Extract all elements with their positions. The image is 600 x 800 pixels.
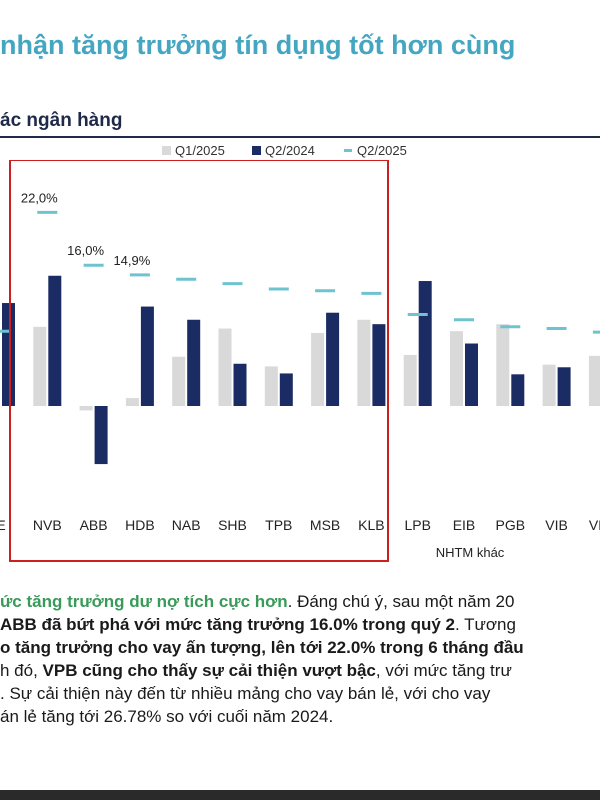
bar-q1-2025-vbb bbox=[588, 355, 600, 406]
tick-label-shb: SHB bbox=[218, 517, 247, 533]
bar-q2-2024-hdb bbox=[140, 306, 154, 406]
highlight-box bbox=[9, 160, 389, 562]
tick-label-abb: ABB bbox=[80, 517, 108, 533]
bar-q2-2024-lpb bbox=[418, 281, 432, 406]
tick-label-lpb: LPB bbox=[404, 517, 430, 533]
bar-q1-2025-nab bbox=[172, 356, 186, 406]
tick-label-eib: EIB bbox=[453, 517, 476, 533]
bar-q1-2025-vib bbox=[542, 364, 556, 406]
bar-q1-2025-shb bbox=[218, 328, 232, 406]
paragraph-line-2: ABB đã bứt phá với mức tăng trưởng 16.0%… bbox=[0, 613, 600, 636]
section-title: ác ngân hàng bbox=[0, 110, 123, 131]
tick-label-msb: MSB bbox=[310, 517, 340, 533]
data-label-nvb: 22,0% bbox=[21, 190, 58, 205]
tick-label-pgb: PGB bbox=[496, 517, 526, 533]
paragraph-line-1: ức tăng trưởng dư nợ tích cực hơn. Đáng … bbox=[0, 590, 600, 613]
bar-q2-2024-nab bbox=[187, 319, 201, 406]
bar-q2-2024-nvb bbox=[48, 275, 62, 406]
bar-q1-2025-nvb bbox=[33, 326, 47, 406]
legend-item-q1-2025: Q1/2025 bbox=[162, 143, 225, 158]
bar-q1-2025-klb bbox=[357, 319, 371, 406]
paragraph-text: . Tương bbox=[454, 615, 516, 634]
bar-q1-2025-abb bbox=[79, 406, 93, 411]
tick-label-be: E bbox=[0, 517, 6, 533]
legend-swatch-q2-2024 bbox=[252, 146, 261, 155]
bar-q2-2024-tpb bbox=[279, 373, 293, 406]
paragraph-bold: VPB cũng cho thấy sự cải thiện vượt bậc bbox=[42, 661, 376, 680]
paragraph-text: , với mức tăng trư bbox=[375, 661, 512, 680]
bar-q2-2024-shb bbox=[233, 363, 247, 406]
paragraph-bold: o tăng trưởng cho vay ấn tượng, lên tới … bbox=[0, 638, 524, 657]
bar-q2-2024-msb bbox=[326, 312, 340, 406]
bar-q1-2025-pgb bbox=[496, 324, 510, 406]
legend-label-q2-2024: Q2/2024 bbox=[265, 143, 315, 158]
tick-label-nvb: NVB bbox=[33, 517, 62, 533]
data-label-hdb: 14,9% bbox=[113, 253, 150, 268]
legend-label-q1-2025: Q1/2025 bbox=[175, 143, 225, 158]
bar-q2-2024-vib bbox=[557, 367, 571, 406]
bar-q2-2024-klb bbox=[372, 324, 386, 406]
bar-q1-2025-msb bbox=[311, 332, 325, 406]
body-paragraph: ức tăng trưởng dư nợ tích cực hơn. Đáng … bbox=[0, 590, 600, 728]
group-label-nhtm-khac: NHTM khác bbox=[436, 545, 505, 560]
tick-label-klb: KLB bbox=[358, 517, 384, 533]
headline: nhận tăng trưởng tín dụng tốt hơn cùng bbox=[0, 30, 516, 60]
paragraph-line-5: . Sự cải thiện này đến từ nhiều mảng cho… bbox=[0, 684, 491, 703]
bar-q2-2024-be bbox=[2, 303, 15, 406]
legend-swatch-q2-2025 bbox=[344, 149, 352, 152]
section-rule bbox=[0, 136, 600, 138]
bar-q1-2025-hdb bbox=[125, 398, 139, 406]
paragraph-bold: ABB đã bứt phá với mức tăng trưởng 16.0%… bbox=[0, 615, 455, 634]
data-label-abb: 16,0% bbox=[67, 243, 104, 258]
bar-q1-2025-eib bbox=[450, 331, 463, 406]
bar-q2-2024-eib bbox=[465, 343, 478, 406]
bar-q1-2025-tpb bbox=[264, 366, 278, 406]
legend-swatch-q1-2025 bbox=[162, 146, 171, 155]
tick-label-nab: NAB bbox=[172, 517, 201, 533]
paragraph-text: h đó, bbox=[0, 661, 43, 680]
paragraph-text: . Đáng chú ý, sau một năm 20 bbox=[287, 592, 515, 611]
bar-q1-2025-lpb bbox=[403, 354, 417, 406]
tick-label-vbb: VBE bbox=[589, 517, 600, 533]
paragraph-line-3: o tăng trưởng cho vay ấn tượng, lên tới … bbox=[0, 636, 600, 659]
bar-chart: E NVB ABB HDB NAB SHB TPB MSB KLB LPB EIB PGB VIB VBE… bbox=[0, 160, 600, 562]
paragraph-line-6: án lẻ tăng tới 26.78% so với cuối năm 20… bbox=[0, 707, 334, 726]
legend-item-q2-2025: Q2/2025 bbox=[344, 143, 407, 158]
paragraph-line-4: h đó, VPB cũng cho thấy sự cải thiện vượ… bbox=[0, 659, 600, 682]
tick-label-tpb: TPB bbox=[265, 517, 292, 533]
tick-label-vib: VIB bbox=[545, 517, 568, 533]
legend-label-q2-2025: Q2/2025 bbox=[357, 143, 407, 158]
tick-label-hdb: HDB bbox=[125, 517, 155, 533]
paragraph-highlight: ức tăng trưởng dư nợ tích cực hơn bbox=[0, 592, 288, 611]
bar-q2-2024-pgb bbox=[511, 374, 525, 406]
legend-item-q2-2024: Q2/2024 bbox=[252, 143, 315, 158]
bar-q2-2024-abb bbox=[94, 406, 108, 465]
